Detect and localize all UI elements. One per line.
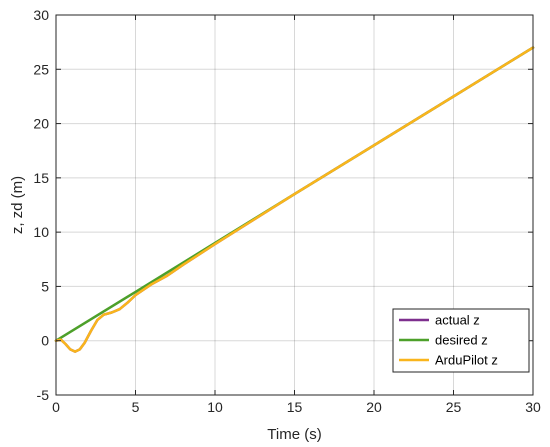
x-tick-label: 20 — [366, 399, 382, 415]
y-tick-label: 0 — [41, 333, 49, 349]
legend-label-2: desired z — [435, 333, 488, 348]
y-tick-label: 15 — [33, 170, 49, 186]
x-tick-label: 10 — [207, 399, 223, 415]
x-tick-label: 5 — [132, 399, 140, 415]
x-tick-label: 15 — [287, 399, 303, 415]
x-tick-label: 30 — [525, 399, 541, 415]
y-tick-label: 20 — [33, 116, 49, 132]
y-tick-label: 30 — [33, 7, 49, 23]
ticks — [55, 14, 534, 396]
legend-label-3: ArduPilot z — [435, 353, 498, 368]
y-axis-title: z, zd (m) — [9, 176, 26, 234]
x-tick-label: 0 — [52, 399, 60, 415]
y-tick-label: 25 — [33, 61, 49, 77]
x-axis-title: Time (s) — [267, 426, 321, 443]
legend-label-1: actual z — [435, 313, 480, 328]
series-line-3 — [54, 46, 535, 353]
y-tick-label: 10 — [33, 224, 49, 240]
legend: actual z desired z ArduPilot z — [392, 308, 530, 373]
y-tick-label: -5 — [37, 387, 50, 403]
x-tick-label: 25 — [446, 399, 462, 415]
y-tick-label: 5 — [41, 278, 49, 294]
series-layer — [54, 46, 535, 353]
